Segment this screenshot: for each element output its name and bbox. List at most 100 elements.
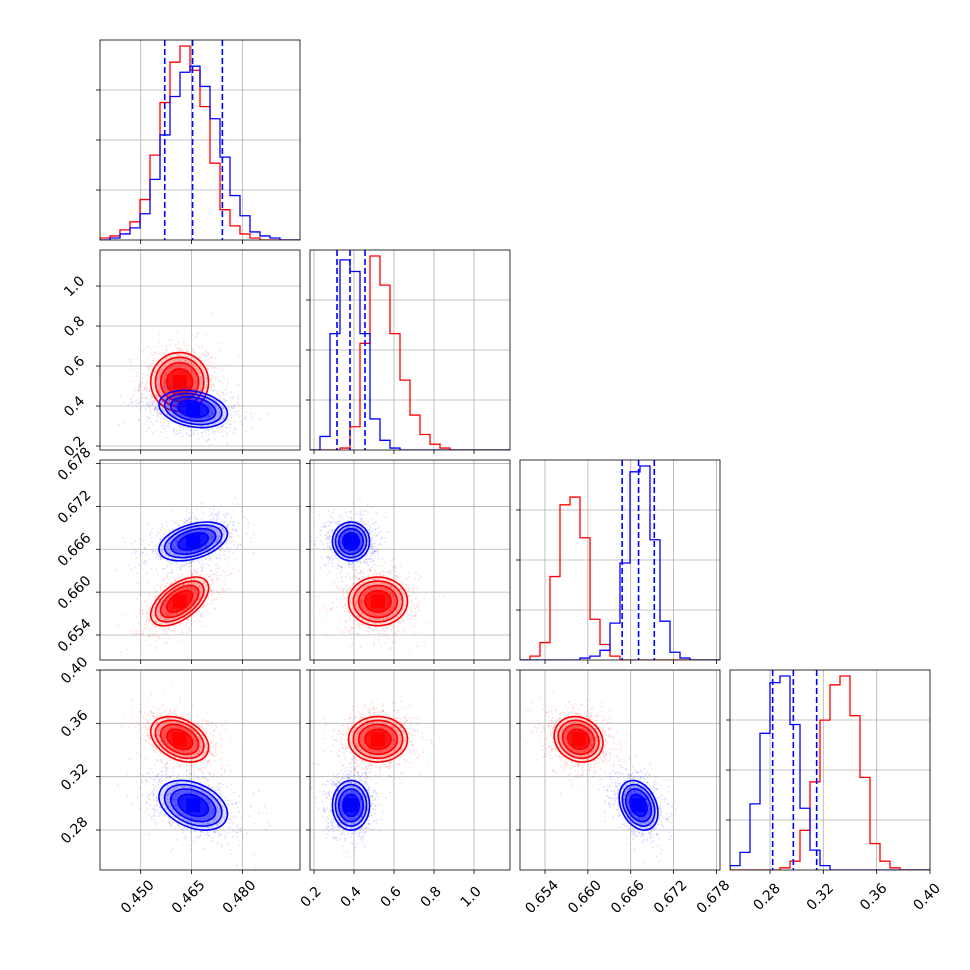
scatter-point-0 — [219, 370, 222, 373]
scatter-point-0 — [176, 616, 179, 619]
scatter-point-1 — [184, 518, 186, 520]
scatter-point-1 — [224, 422, 227, 425]
scatter-point-1 — [167, 422, 170, 425]
scatter-point-0 — [361, 606, 364, 608]
scatter-point-0 — [354, 577, 356, 579]
scatter-point-1 — [181, 399, 184, 402]
scatter-point-1 — [167, 405, 170, 407]
scatter-point-1 — [193, 433, 195, 436]
scatter-point-0 — [415, 571, 417, 573]
scatter-point-0 — [184, 359, 187, 362]
scatter-point-0 — [355, 603, 358, 606]
scatter-point-1 — [210, 443, 213, 445]
scatter-point-1 — [152, 432, 154, 435]
scatter-point-1 — [350, 526, 353, 529]
scatter-point-0 — [355, 602, 357, 605]
scatter-point-0 — [362, 576, 364, 578]
scatter-point-0 — [158, 610, 161, 612]
scatter-point-0 — [379, 633, 382, 636]
scatter-point-0 — [378, 617, 381, 620]
scatter-point-1 — [210, 388, 212, 391]
scatter-point-1 — [146, 416, 149, 418]
scatter-point-0 — [186, 587, 189, 590]
scatter-point-1 — [204, 417, 207, 420]
scatter-point-0 — [186, 586, 189, 588]
scatter-point-0 — [193, 604, 196, 607]
scatter-point-0 — [401, 583, 404, 586]
scatter-point-0 — [367, 621, 370, 624]
scatter-point-0 — [399, 631, 401, 634]
scatter-point-0 — [186, 397, 188, 400]
scatter-point-0 — [365, 608, 368, 611]
scatter-point-0 — [154, 620, 157, 623]
scatter-point-1 — [213, 528, 216, 531]
scatter-point-1 — [208, 507, 211, 509]
scatter-point-1 — [205, 544, 208, 546]
scatter-point-0 — [369, 587, 372, 590]
scatter-point-0 — [161, 599, 164, 602]
scatter-point-0 — [344, 621, 347, 623]
scatter-point-1 — [139, 407, 142, 410]
scatter-point-1 — [244, 415, 247, 418]
scatter-point-1 — [221, 435, 224, 438]
scatter-point-1 — [150, 567, 153, 570]
scatter-point-0 — [194, 589, 197, 592]
scatter-point-0 — [181, 397, 183, 400]
scatter-point-0 — [233, 395, 235, 398]
scatter-point-1 — [192, 560, 194, 562]
scatter-point-1 — [196, 380, 199, 383]
scatter-point-0 — [195, 368, 198, 371]
scatter-point-0 — [346, 589, 349, 591]
scatter-point-0 — [396, 592, 399, 595]
scatter-point-0 — [165, 346, 168, 349]
scatter-point-0 — [233, 567, 235, 570]
scatter-point-0 — [207, 353, 210, 356]
scatter-point-1 — [158, 386, 161, 389]
scatter-point-1 — [188, 565, 190, 568]
scatter-point-0 — [390, 591, 393, 594]
scatter-point-1 — [223, 520, 226, 523]
scatter-point-0 — [331, 608, 333, 611]
scatter-point-0 — [147, 625, 150, 627]
scatter-point-1 — [237, 397, 240, 400]
scatter-point-0 — [211, 578, 214, 580]
scatter-point-0 — [165, 600, 168, 603]
scatter-point-0 — [404, 604, 407, 607]
scatter-point-0 — [361, 606, 364, 608]
scatter-point-1 — [223, 417, 226, 420]
scatter-point-0 — [193, 569, 196, 572]
scatter-point-1 — [363, 523, 366, 526]
scatter-panel-p1-p3 — [96, 459, 301, 664]
scatter-point-0 — [195, 361, 198, 363]
scatter-point-0 — [355, 601, 358, 603]
scatter-point-1 — [318, 514, 321, 516]
scatter-point-0 — [396, 610, 398, 612]
scatter-point-1 — [156, 410, 159, 413]
scatter-point-1 — [352, 563, 355, 565]
scatter-point-1 — [367, 557, 370, 560]
scatter-point-0 — [180, 633, 183, 636]
scatter-point-0 — [155, 408, 157, 411]
scatter-point-0 — [418, 605, 420, 608]
scatter-point-1 — [145, 559, 148, 562]
scatter-point-1 — [356, 560, 358, 563]
scatter-point-1 — [207, 424, 210, 427]
scatter-point-0 — [350, 637, 353, 640]
scatter-point-0 — [379, 586, 382, 588]
scatter-point-1 — [139, 384, 142, 387]
scatter-point-0 — [158, 598, 160, 601]
scatter-point-0 — [193, 599, 196, 602]
scatter-point-1 — [140, 400, 142, 402]
scatter-point-1 — [136, 572, 138, 575]
scatter-point-0 — [373, 636, 376, 639]
scatter-point-0 — [192, 386, 195, 388]
scatter-point-0 — [391, 641, 394, 644]
scatter-point-1 — [180, 387, 183, 390]
contour-line-1 — [169, 527, 217, 555]
scatter-point-0 — [380, 614, 383, 617]
scatter-point-0 — [191, 573, 194, 576]
hist-panel-p3 — [516, 459, 721, 664]
scatter-point-0 — [408, 595, 411, 598]
scatter-point-0 — [163, 604, 165, 606]
scatter-point-0 — [393, 596, 396, 599]
